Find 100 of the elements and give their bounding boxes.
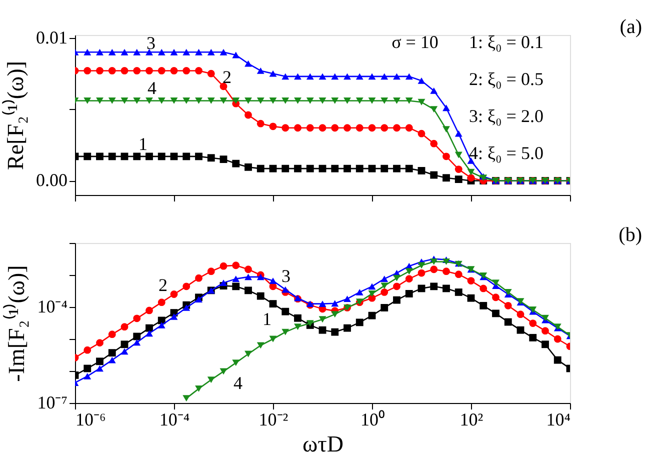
point xyxy=(405,290,413,298)
point xyxy=(133,48,141,56)
point xyxy=(380,124,388,132)
point xyxy=(146,330,153,337)
point xyxy=(108,48,116,56)
point xyxy=(331,311,339,318)
point xyxy=(220,156,228,163)
y-tick-label: 10⁻⁴ xyxy=(37,296,68,316)
point xyxy=(380,164,388,172)
y-tick-label: 0.01 xyxy=(36,27,68,48)
point xyxy=(170,67,178,74)
point xyxy=(96,48,104,56)
x-tick-label: 10⁻⁴ xyxy=(159,410,190,430)
point xyxy=(96,358,104,366)
point xyxy=(418,78,426,84)
point xyxy=(368,98,376,104)
annotation: 2 xyxy=(158,275,168,295)
point xyxy=(195,98,202,104)
point xyxy=(554,335,562,343)
point xyxy=(207,70,215,78)
point xyxy=(244,111,252,119)
point xyxy=(467,174,475,182)
point xyxy=(467,168,475,176)
point xyxy=(418,167,426,174)
point xyxy=(430,266,438,274)
point xyxy=(269,300,277,308)
point xyxy=(393,98,400,104)
point xyxy=(84,346,92,354)
text: (b) xyxy=(618,224,642,246)
point xyxy=(554,356,562,364)
point xyxy=(133,152,141,160)
point xyxy=(356,124,364,132)
point xyxy=(120,323,128,331)
point xyxy=(442,174,450,182)
point xyxy=(108,152,116,160)
point xyxy=(207,48,215,56)
point xyxy=(306,73,314,80)
point xyxy=(244,98,252,104)
point xyxy=(418,284,426,292)
point xyxy=(146,324,153,332)
point xyxy=(108,98,116,104)
point xyxy=(120,152,128,160)
point xyxy=(380,304,388,312)
annotation: 4 xyxy=(234,373,242,393)
point xyxy=(504,318,512,326)
x-tick-label: 10⁻⁶ xyxy=(76,410,106,430)
annotation: 3: ξ₀ = 2.0 xyxy=(469,106,544,126)
point xyxy=(368,164,376,172)
point xyxy=(108,330,116,338)
point xyxy=(331,98,339,104)
point xyxy=(96,152,104,160)
point xyxy=(442,152,450,160)
point xyxy=(454,270,462,278)
point xyxy=(108,349,116,357)
point xyxy=(269,122,277,130)
point xyxy=(318,124,326,132)
point xyxy=(182,152,190,160)
point xyxy=(492,310,500,318)
point xyxy=(418,130,426,138)
text: (a) xyxy=(620,16,642,38)
point xyxy=(542,327,549,335)
point xyxy=(368,312,376,320)
point xyxy=(84,364,92,372)
point xyxy=(393,124,400,132)
point xyxy=(380,282,388,290)
point xyxy=(442,284,450,292)
point xyxy=(269,70,277,77)
point xyxy=(220,48,228,56)
point xyxy=(158,67,166,74)
point xyxy=(195,48,202,56)
point xyxy=(467,277,475,284)
point xyxy=(120,98,128,104)
point xyxy=(282,164,290,172)
y-tick-label: 10⁻⁷ xyxy=(37,392,68,412)
point xyxy=(344,73,351,80)
point xyxy=(344,324,351,332)
point xyxy=(256,68,264,74)
point xyxy=(318,73,326,80)
point xyxy=(294,314,302,322)
point xyxy=(207,98,215,104)
x-tick-label: 10⁻² xyxy=(258,410,288,430)
point xyxy=(232,52,240,58)
point xyxy=(220,280,228,286)
point xyxy=(256,120,264,128)
point xyxy=(158,152,166,160)
point xyxy=(344,124,351,132)
point xyxy=(418,98,426,106)
point xyxy=(256,164,264,172)
point xyxy=(220,368,228,375)
point xyxy=(133,67,141,74)
point xyxy=(306,320,314,326)
point xyxy=(244,163,252,171)
point xyxy=(368,124,376,132)
point xyxy=(232,262,240,270)
point xyxy=(232,98,240,104)
point xyxy=(529,320,537,327)
point xyxy=(269,164,277,172)
point xyxy=(269,278,277,284)
point xyxy=(232,360,240,366)
point xyxy=(146,98,153,104)
